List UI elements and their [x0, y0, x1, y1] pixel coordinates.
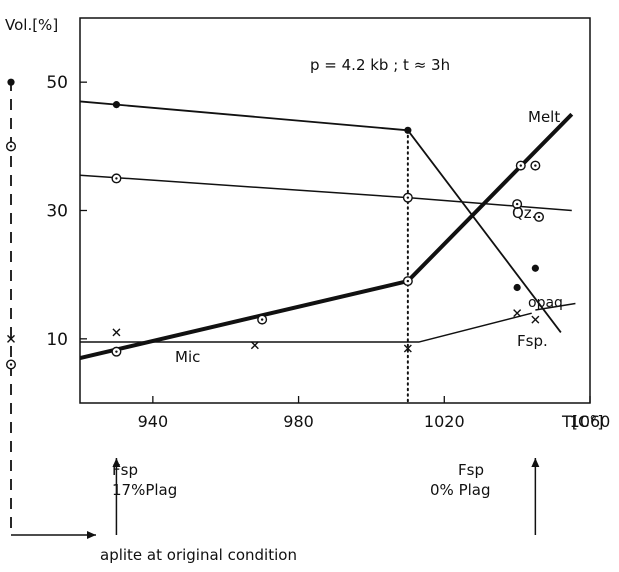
data-point-melt-3 [515, 160, 526, 171]
chart-title: p = 4.2 kb ; t ≈ 3h [310, 56, 450, 74]
y-tick-label-10: 10 [46, 330, 68, 350]
data-point-mic-2 [403, 344, 412, 353]
data-point-mic-1 [250, 341, 259, 350]
initial-composition-point-1 [5, 141, 17, 152]
annotation-right-line1: Fsp [458, 461, 484, 479]
data-point-mic-3 [513, 309, 522, 318]
data-point-fsp-1 [404, 126, 412, 134]
y-axis-label: Vol.[%] [5, 16, 58, 34]
initial-composition-label: aplite at original condition [100, 546, 297, 564]
series-line-mic [80, 312, 532, 343]
annotations-group: Fsp 17%Plag Fsp 0% Plag [112, 458, 540, 535]
initial-composition-point-0 [7, 78, 15, 86]
data-point-melt-1 [257, 314, 268, 325]
data-point-mic-0 [112, 328, 121, 337]
x-tick-label-980: 980 [283, 412, 314, 431]
y-tick-label-30: 30 [46, 202, 68, 222]
series-label-fsp: Fsp. [517, 332, 548, 350]
data-point-melt-2 [402, 276, 413, 287]
data-point-fsp-2 [513, 283, 521, 292]
series-label-melt: Melt [528, 108, 560, 126]
x-axis-label: T[C°] [561, 412, 603, 431]
series-line-fsp [79, 100, 562, 333]
data-point-qz-1 [402, 192, 413, 203]
initial-composition-point-2 [7, 334, 15, 343]
data-point-qz-3 [534, 211, 545, 222]
data-point-mic-4 [531, 315, 540, 324]
data-point-melt-4 [530, 160, 541, 171]
x-tick-label-1020: 1020 [424, 412, 465, 431]
series-group [79, 100, 576, 361]
series-label-mic: Mic [175, 348, 200, 366]
axis-ticks: 940 980 1020 1060 10 30 50 [46, 73, 610, 431]
series-label-opaq: opaq [528, 295, 563, 311]
data-point-melt-0 [111, 346, 122, 357]
annotation-left-line2: 17%Plag [112, 481, 177, 499]
y-tick-label-50: 50 [46, 73, 68, 93]
x-tick-label-1060: 1060 [570, 412, 611, 431]
series-line-qz [79, 174, 572, 212]
data-point-fsp-3 [531, 264, 539, 272]
data-point-fsp-0 [112, 101, 121, 109]
initial-composition-point-3 [5, 359, 17, 370]
series-label-qz: Qz. [512, 204, 536, 222]
series-line-opaq [535, 302, 576, 311]
annotation-right-line2: 0% Plag [430, 481, 491, 499]
data-point-qz-2 [512, 199, 523, 210]
initial-composition-group [5, 78, 96, 539]
x-tick-label-940: 940 [138, 412, 169, 431]
data-point-qz-0 [111, 173, 122, 184]
